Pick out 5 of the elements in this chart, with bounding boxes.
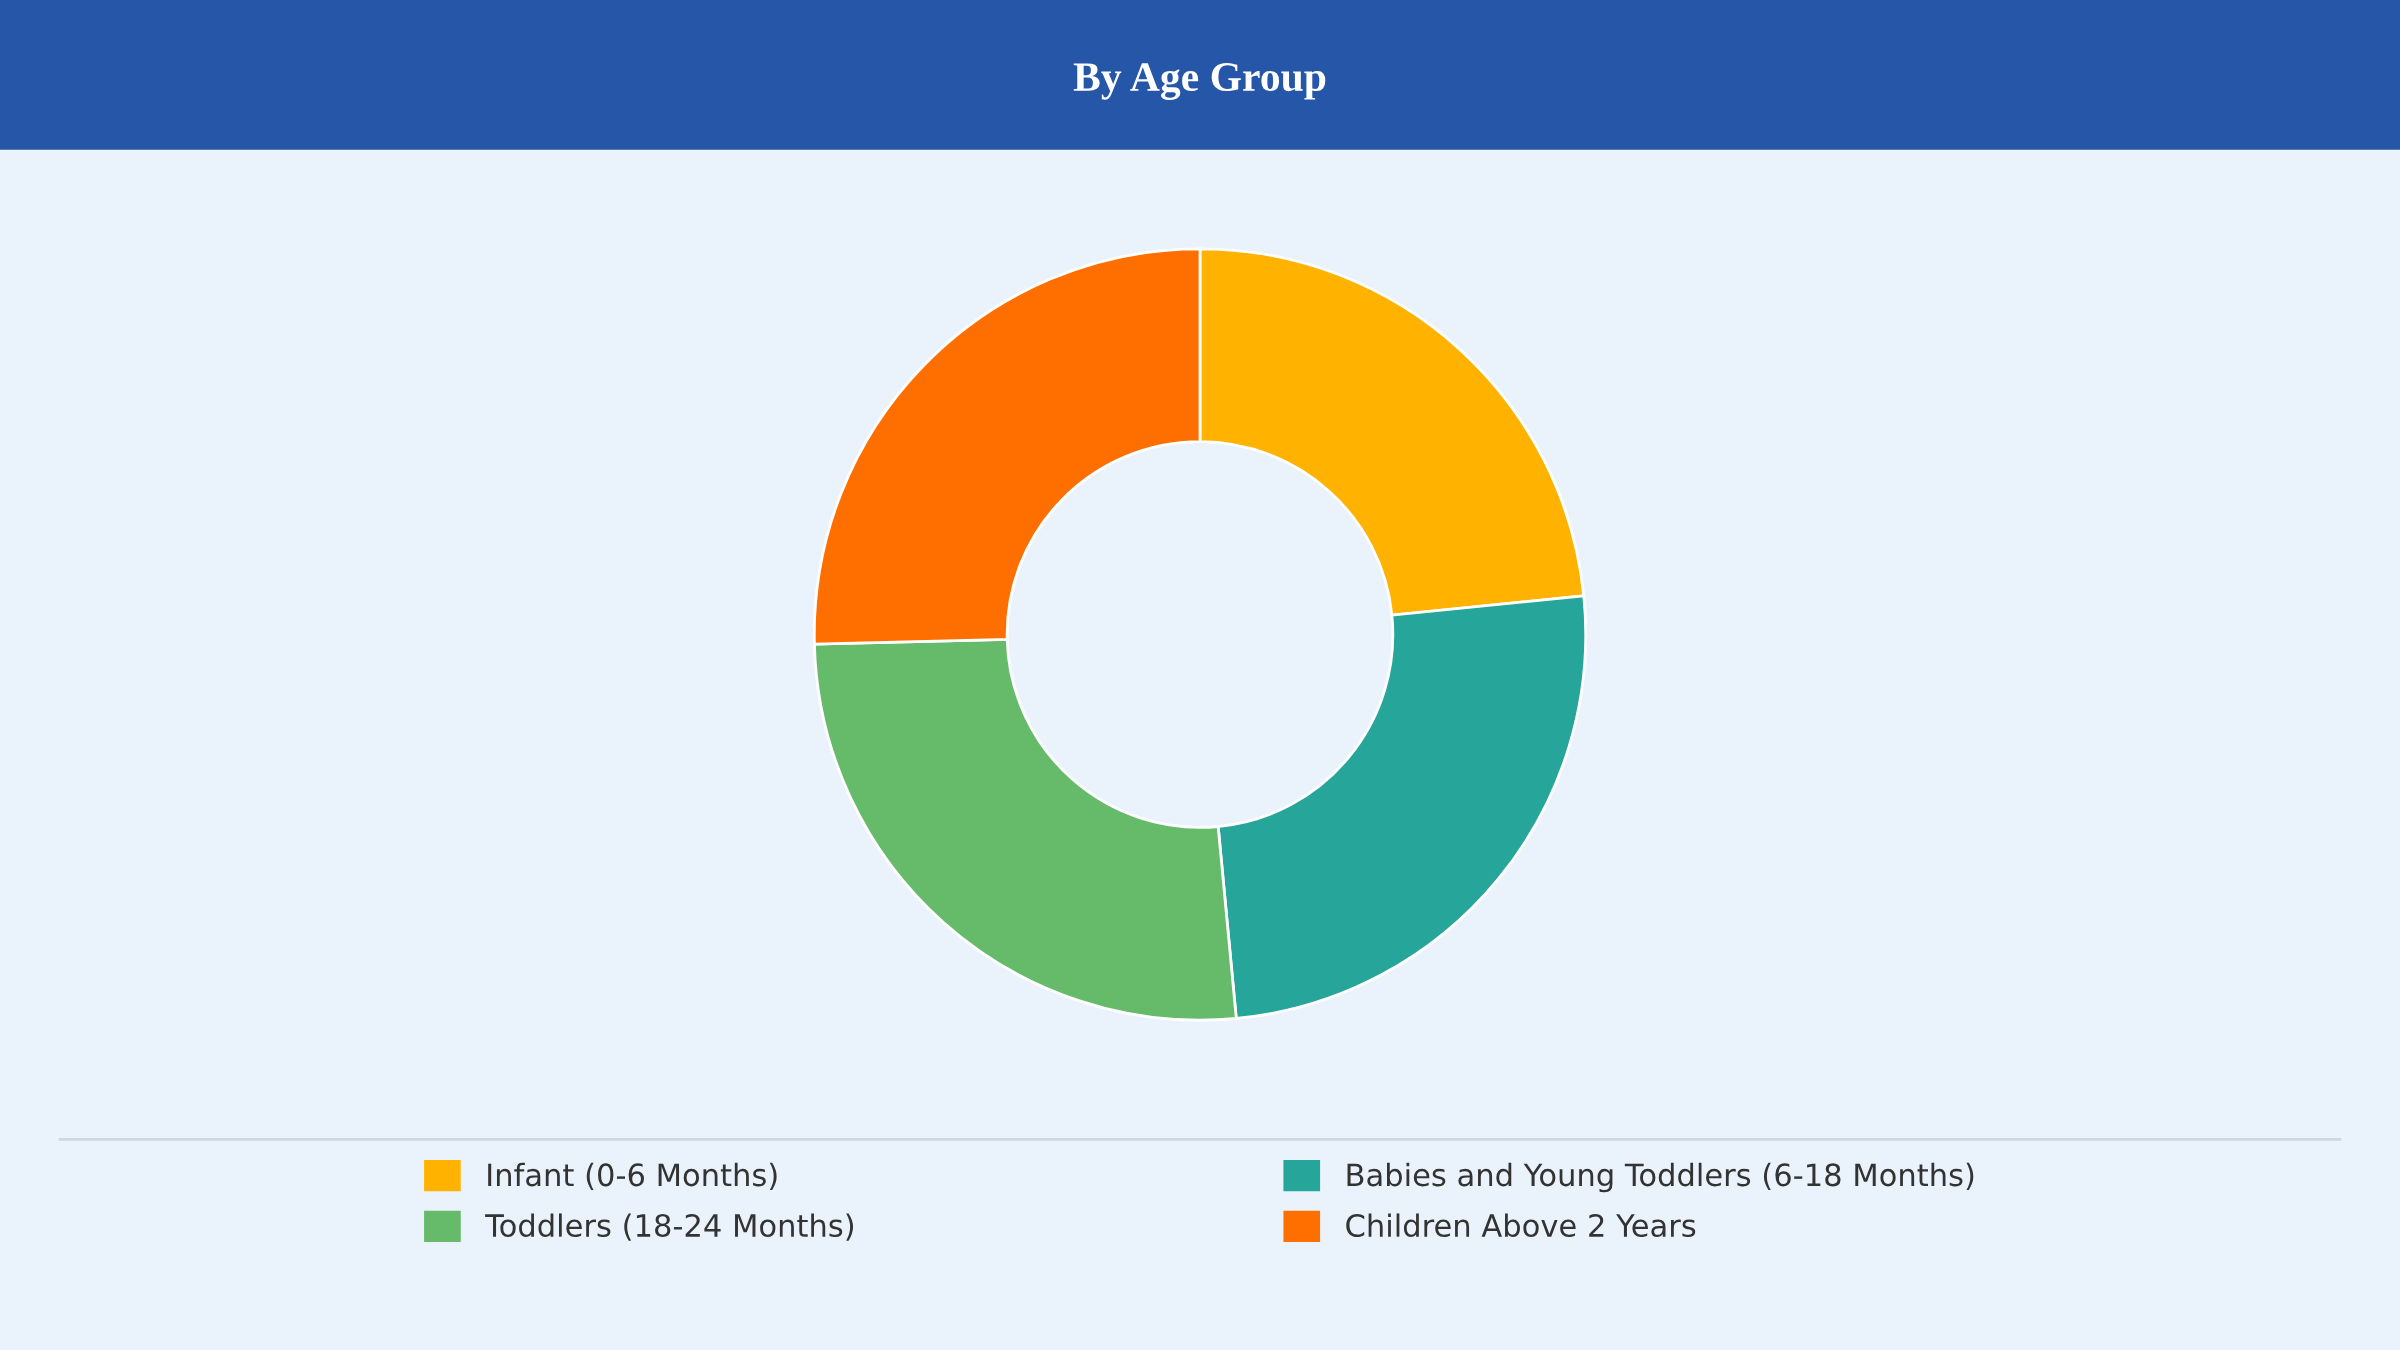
legend-label: Toddlers (18-24 Months) [485, 1213, 854, 1241]
chart-title: By Age Group [1073, 63, 1326, 100]
legend-label: Infant (0-6 Months) [488, 1162, 777, 1191]
legend-label: Children Above 2 Years [1346, 1213, 1696, 1238]
legend-label: Babies and Young Toddlers (6-18 Months) [1347, 1162, 1974, 1193]
